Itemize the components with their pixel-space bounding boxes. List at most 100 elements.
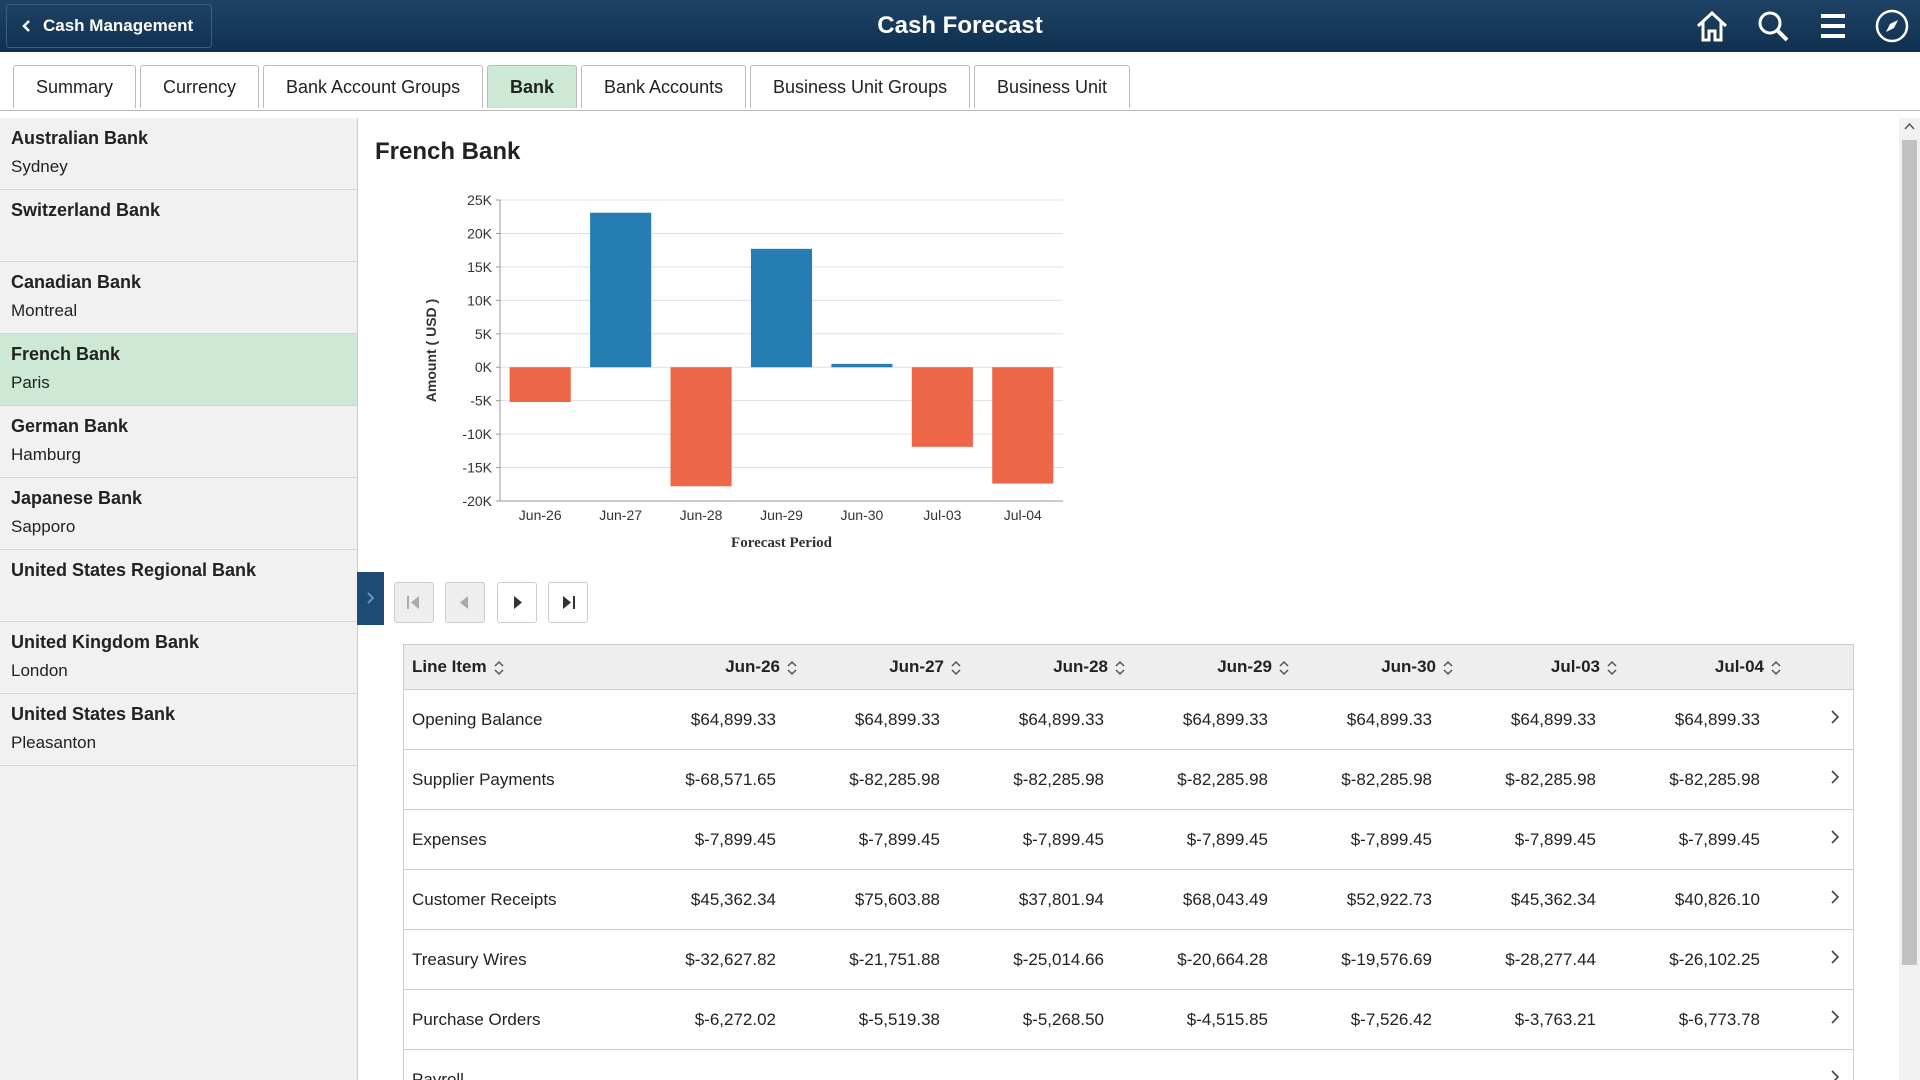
home-icon[interactable] xyxy=(1695,9,1729,43)
bank-item[interactable]: Australian Bank Sydney xyxy=(0,118,357,190)
sort-icon xyxy=(1115,660,1125,675)
navbar-icon[interactable] xyxy=(1874,8,1910,44)
menu-icon[interactable] xyxy=(1816,9,1850,43)
previous-page-button[interactable] xyxy=(445,582,485,623)
cell-value: $37,801.94 xyxy=(1018,889,1104,909)
sort-icon xyxy=(1279,660,1289,675)
tab[interactable]: Bank Accounts xyxy=(581,65,747,108)
cell: $-82,285.98 xyxy=(962,770,1126,790)
scroll-thumb[interactable] xyxy=(1902,140,1917,965)
table-row[interactable]: Expenses $-7,899.45 $-7,899.45 $-7,899.45 $-… xyxy=(404,810,1853,870)
collapse-button[interactable] xyxy=(357,572,384,625)
tab[interactable]: Currency xyxy=(140,65,260,108)
cell-value: $-5,519.38 xyxy=(858,1009,940,1029)
bank-item[interactable]: German Bank Hamburg xyxy=(0,406,357,478)
cell-value: $-6,272.02 xyxy=(694,1009,776,1029)
cell-value: $-82,285.98 xyxy=(849,769,940,789)
y-tick-label: 10K xyxy=(467,292,493,308)
scroll-up-icon xyxy=(1904,122,1915,130)
bank-city: Sapporo xyxy=(11,517,76,536)
bank-item[interactable]: Canadian Bank Montreal xyxy=(0,262,357,334)
table-row[interactable]: Payroll xyxy=(404,1050,1853,1080)
chevron-icon xyxy=(1831,1070,1840,1080)
tab[interactable]: Bank Account Groups xyxy=(263,65,484,108)
bank-city: Hamburg xyxy=(11,445,81,464)
y-axis-label: Amount ( USD ) xyxy=(423,299,439,402)
bank-list: Australian Bank Sydney Switzerland Bank Can… xyxy=(0,118,358,1080)
table-row[interactable]: Opening Balance $64,899.33 $64,899.33 $64,8… xyxy=(404,690,1853,750)
bank-item[interactable]: Switzerland Bank xyxy=(0,190,357,262)
chevron-icon xyxy=(1831,710,1840,724)
chevron xyxy=(1831,1010,1840,1024)
first-page-button[interactable] xyxy=(394,582,434,623)
header-bar: Cash Management Cash Forecast xyxy=(0,0,1920,52)
x-axis-label: Forecast Period xyxy=(731,535,833,551)
bank-name: Australian Bank xyxy=(11,128,149,148)
column-header[interactable]: Jun-30 xyxy=(1290,657,1454,677)
tab[interactable]: Summary xyxy=(13,65,137,108)
cell-value: $-28,277.44 xyxy=(1505,949,1596,969)
cell: $-6,272.02 xyxy=(634,1010,798,1030)
scrollbar[interactable] xyxy=(1899,118,1920,1080)
bank-item[interactable]: United States Bank Pleasanton xyxy=(0,694,357,766)
bar xyxy=(670,367,732,487)
column-header[interactable]: Line Item xyxy=(404,657,634,677)
cell: $-19,576.69 xyxy=(1290,950,1454,970)
x-tick-label: Jul-04 xyxy=(1004,507,1042,523)
bar xyxy=(831,363,893,368)
chevron xyxy=(1831,830,1840,844)
column-header[interactable]: Jun-28 xyxy=(962,657,1126,677)
row-label: Customer Receipts xyxy=(412,889,557,909)
cell: $-7,899.45 xyxy=(634,830,798,850)
cell-value: $64,899.33 xyxy=(854,709,940,729)
column-header[interactable]: Jul-04 xyxy=(1618,657,1782,677)
table-row[interactable]: Customer Receipts $45,362.34 $75,603.88 $37… xyxy=(404,870,1853,930)
y-tick-label: 15K xyxy=(467,259,493,275)
bank-city: London xyxy=(11,661,68,680)
tab[interactable]: Business Unit Groups xyxy=(750,65,971,108)
sort-icon xyxy=(494,660,504,675)
search-icon[interactable] xyxy=(1756,9,1790,43)
next-page-button[interactable] xyxy=(497,582,537,623)
bank-item[interactable]: United States Regional Bank xyxy=(0,550,357,622)
table-row[interactable]: Supplier Payments $-68,571.65 $-82,285.98 $… xyxy=(404,750,1853,810)
cell: $-6,773.78 xyxy=(1618,1010,1782,1030)
back-button[interactable]: Cash Management xyxy=(6,4,213,48)
bank-item[interactable]: Japanese Bank Sapporo xyxy=(0,478,357,550)
cell-value: $45,362.34 xyxy=(690,889,776,909)
cell-value: $64,899.33 xyxy=(690,709,776,729)
bank-city: Sydney xyxy=(11,157,68,176)
x-tick-label: Jun-26 xyxy=(519,507,562,523)
column-header-label: Jun-30 xyxy=(1381,657,1436,676)
back-icon xyxy=(22,20,30,32)
bar xyxy=(911,367,973,447)
bank-item[interactable]: French Bank Paris xyxy=(0,334,357,406)
row-label: Payroll xyxy=(412,1069,464,1080)
row-label: Supplier Payments xyxy=(412,769,555,789)
cell: $40,826.10 xyxy=(1618,890,1782,910)
column-header[interactable]: Jun-27 xyxy=(798,657,962,677)
cell: $64,899.33 xyxy=(1126,710,1290,730)
y-tick-label: 20K xyxy=(467,225,493,241)
tab[interactable]: Bank xyxy=(487,65,578,108)
column-header[interactable]: Jul-03 xyxy=(1454,657,1618,677)
cell: $75,603.88 xyxy=(798,890,962,910)
tab[interactable]: Business Unit xyxy=(974,65,1131,108)
bank-name: United Kingdom Bank xyxy=(11,632,199,652)
cell-value: $-7,899.45 xyxy=(1350,829,1432,849)
cell: $-7,899.45 xyxy=(798,830,962,850)
cell-value: $64,899.33 xyxy=(1674,709,1760,729)
table-row[interactable]: Treasury Wires $-32,627.82 $-21,751.88 $-25… xyxy=(404,930,1853,990)
sort-arrows xyxy=(787,660,797,675)
column-header[interactable]: Jun-26 xyxy=(634,657,798,677)
cell: $-25,014.66 xyxy=(962,950,1126,970)
cell: $45,362.34 xyxy=(1454,890,1618,910)
bank-item[interactable]: United Kingdom Bank London xyxy=(0,622,357,694)
last-page-button[interactable] xyxy=(548,582,588,623)
table-row[interactable]: Purchase Orders $-6,272.02 $-5,519.38 $-5,2… xyxy=(404,990,1853,1050)
cell-value: $68,043.49 xyxy=(1182,889,1268,909)
sort-icon xyxy=(1607,660,1617,675)
last-icon xyxy=(563,596,575,609)
column-header[interactable]: Jun-29 xyxy=(1126,657,1290,677)
cell-value: $-68,571.65 xyxy=(685,769,776,789)
